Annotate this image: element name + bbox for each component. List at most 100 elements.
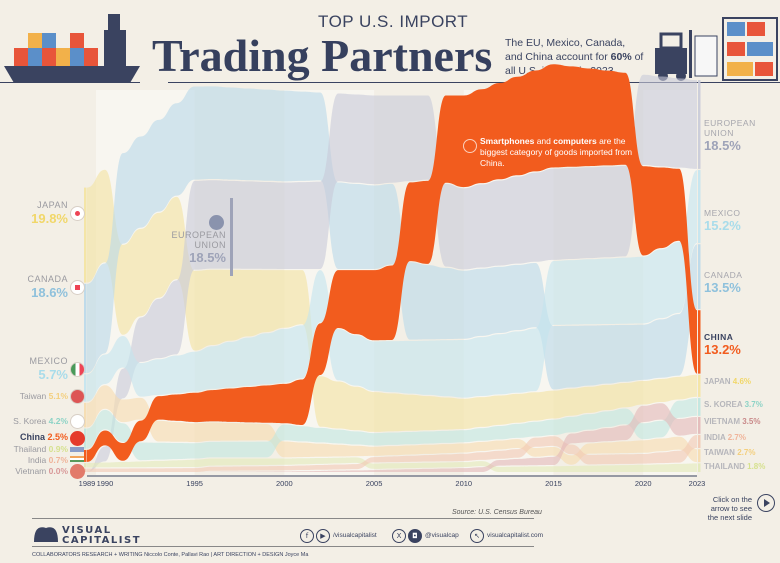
label-value: 13.5% — [704, 280, 741, 295]
band-s-korea — [87, 398, 697, 461]
edge-bar-india — [84, 468, 87, 472]
label-name: S. KOREA — [704, 400, 743, 409]
band-european-union — [87, 74, 697, 472]
chart-kicker: TOP U.S. IMPORT — [318, 12, 469, 31]
visual-capitalist-logo: VISUAL CAPITALIST — [62, 526, 141, 546]
label-value: 3.5% — [742, 417, 761, 426]
website-link[interactable]: visualcapitalist.com — [487, 532, 543, 539]
label-value: 5.7% — [38, 367, 68, 382]
label-value: 4.6% — [732, 377, 751, 386]
x-twitter-icon[interactable]: X — [392, 529, 406, 543]
india-flag-icon — [70, 456, 84, 462]
edge-bar-japan — [84, 187, 87, 283]
mexico-flag-icon — [70, 362, 85, 377]
next-slide-button[interactable] — [757, 494, 775, 512]
label-japan-2023: JAPAN 4.6% — [704, 377, 751, 387]
edge-bar-european-union — [698, 80, 701, 169]
china-annotation: Smartphones and computers are the bigges… — [462, 136, 640, 169]
edge-bar-canada — [698, 244, 701, 310]
edge-bar-japan — [698, 374, 701, 397]
edge-bar-thailand — [698, 463, 701, 472]
label-name: India — [27, 455, 47, 465]
label-name: EUROPEAN — [171, 230, 226, 240]
label-name: Taiwan — [19, 391, 47, 401]
instagram-icon[interactable]: ◘ — [408, 529, 422, 543]
label-name: UNION — [704, 128, 734, 138]
label-japan-1989: JAPAN 19.8% — [20, 200, 68, 226]
label-name: INDIA — [704, 433, 726, 442]
canada-flag-icon — [70, 280, 85, 295]
label-name: EUROPEAN — [704, 118, 756, 128]
edge-bar-canada — [84, 283, 87, 374]
label-name: JAPAN — [704, 377, 731, 386]
label-name: Thailand — [13, 444, 47, 454]
social-handle[interactable]: /visualcapitalist — [333, 532, 377, 539]
annot-bold: computers — [553, 136, 597, 146]
label-india-1989: India 0.7% — [10, 455, 68, 465]
cursor-icon[interactable]: ↖ — [470, 529, 484, 543]
subtitle-bold: 60% — [610, 51, 632, 63]
label-value: 3.7% — [744, 400, 763, 409]
edge-bar-taiwan — [698, 449, 701, 463]
band-thailand — [87, 457, 697, 472]
subtitle-text: The EU, Mexico, Canada, and China accoun… — [505, 37, 626, 63]
edge-bar-vietnam — [698, 417, 701, 434]
source-note: Source: U.S. Census Bureau — [452, 509, 542, 516]
x-tick-label: 2020 — [634, 479, 652, 488]
label-name: VIETNAM — [704, 417, 740, 426]
label-value: 15.2% — [704, 218, 741, 233]
edge-bar-taiwan — [84, 402, 87, 428]
label-skorea-2023: S. KOREA 3.7% — [704, 400, 763, 410]
label-name: China — [19, 432, 45, 442]
edge-bar-s-korea — [698, 398, 701, 416]
vietnam-flag-icon — [70, 464, 85, 479]
label-thailand-1989: Thailand 0.9% — [10, 444, 68, 454]
label-name: THAILAND — [704, 462, 745, 471]
x-tick-label: 2023 — [688, 479, 706, 488]
taiwan-flag-icon — [70, 389, 85, 404]
facebook-icon[interactable]: f — [300, 529, 314, 543]
edge-bar-thailand — [84, 463, 87, 468]
label-name: Vietnam — [15, 466, 47, 476]
header-divider — [168, 82, 780, 83]
edge-bar-china — [698, 310, 701, 374]
label-india-2023: INDIA 2.7% — [704, 433, 746, 443]
label-name: CHINA — [704, 332, 734, 342]
south-korea-flag-icon — [70, 414, 85, 429]
band-mexico — [87, 170, 697, 402]
annot-text: and — [534, 136, 554, 146]
label-mexico-1989: MEXICO 5.7% — [20, 356, 68, 382]
label-name: MEXICO — [704, 208, 741, 218]
x-tick-label: 2000 — [276, 479, 293, 488]
smartphone-icon — [463, 139, 477, 153]
label-canada-1989: CANADA 18.6% — [20, 274, 68, 300]
edge-bar-mexico — [698, 170, 701, 244]
band-japan — [87, 169, 697, 432]
header-divider — [0, 82, 140, 83]
x-tick-label: 1990 — [96, 479, 114, 488]
collaborators-credits: COLLABORATORS RESEARCH + WRITING Niccolo… — [32, 552, 309, 558]
label-value: 0.7% — [48, 455, 68, 465]
visual-capitalist-logo-icon — [34, 527, 58, 542]
label-name: S. Korea — [13, 416, 47, 426]
edge-bar-india — [698, 435, 701, 448]
band-china — [87, 64, 697, 462]
china-flag-icon — [70, 431, 85, 446]
logo-text: VISUAL — [62, 525, 112, 536]
footer-divider — [32, 546, 534, 547]
label-value: 1.8% — [747, 462, 766, 471]
youtube-icon[interactable]: ▶ — [316, 529, 330, 543]
cargo-ship-illustration — [4, 14, 140, 83]
x-tick-label: 2005 — [365, 479, 383, 488]
label-vietnam-1989: Vietnam 0.0% — [10, 466, 68, 476]
eu-marker-bar — [230, 198, 233, 276]
logo-text: CAPITALIST — [62, 535, 142, 546]
label-taiwan-1989: Taiwan 5.1% — [10, 391, 68, 401]
label-eu-2023: EUROPEAN UNION 18.5% — [704, 118, 756, 153]
forklift-illustration — [655, 17, 778, 81]
label-name: JAPAN — [37, 200, 68, 210]
social-handle[interactable]: @visualcap — [425, 532, 459, 539]
label-value: 13.2% — [704, 342, 741, 357]
label-skorea-1989: S. Korea 4.2% — [10, 416, 68, 426]
